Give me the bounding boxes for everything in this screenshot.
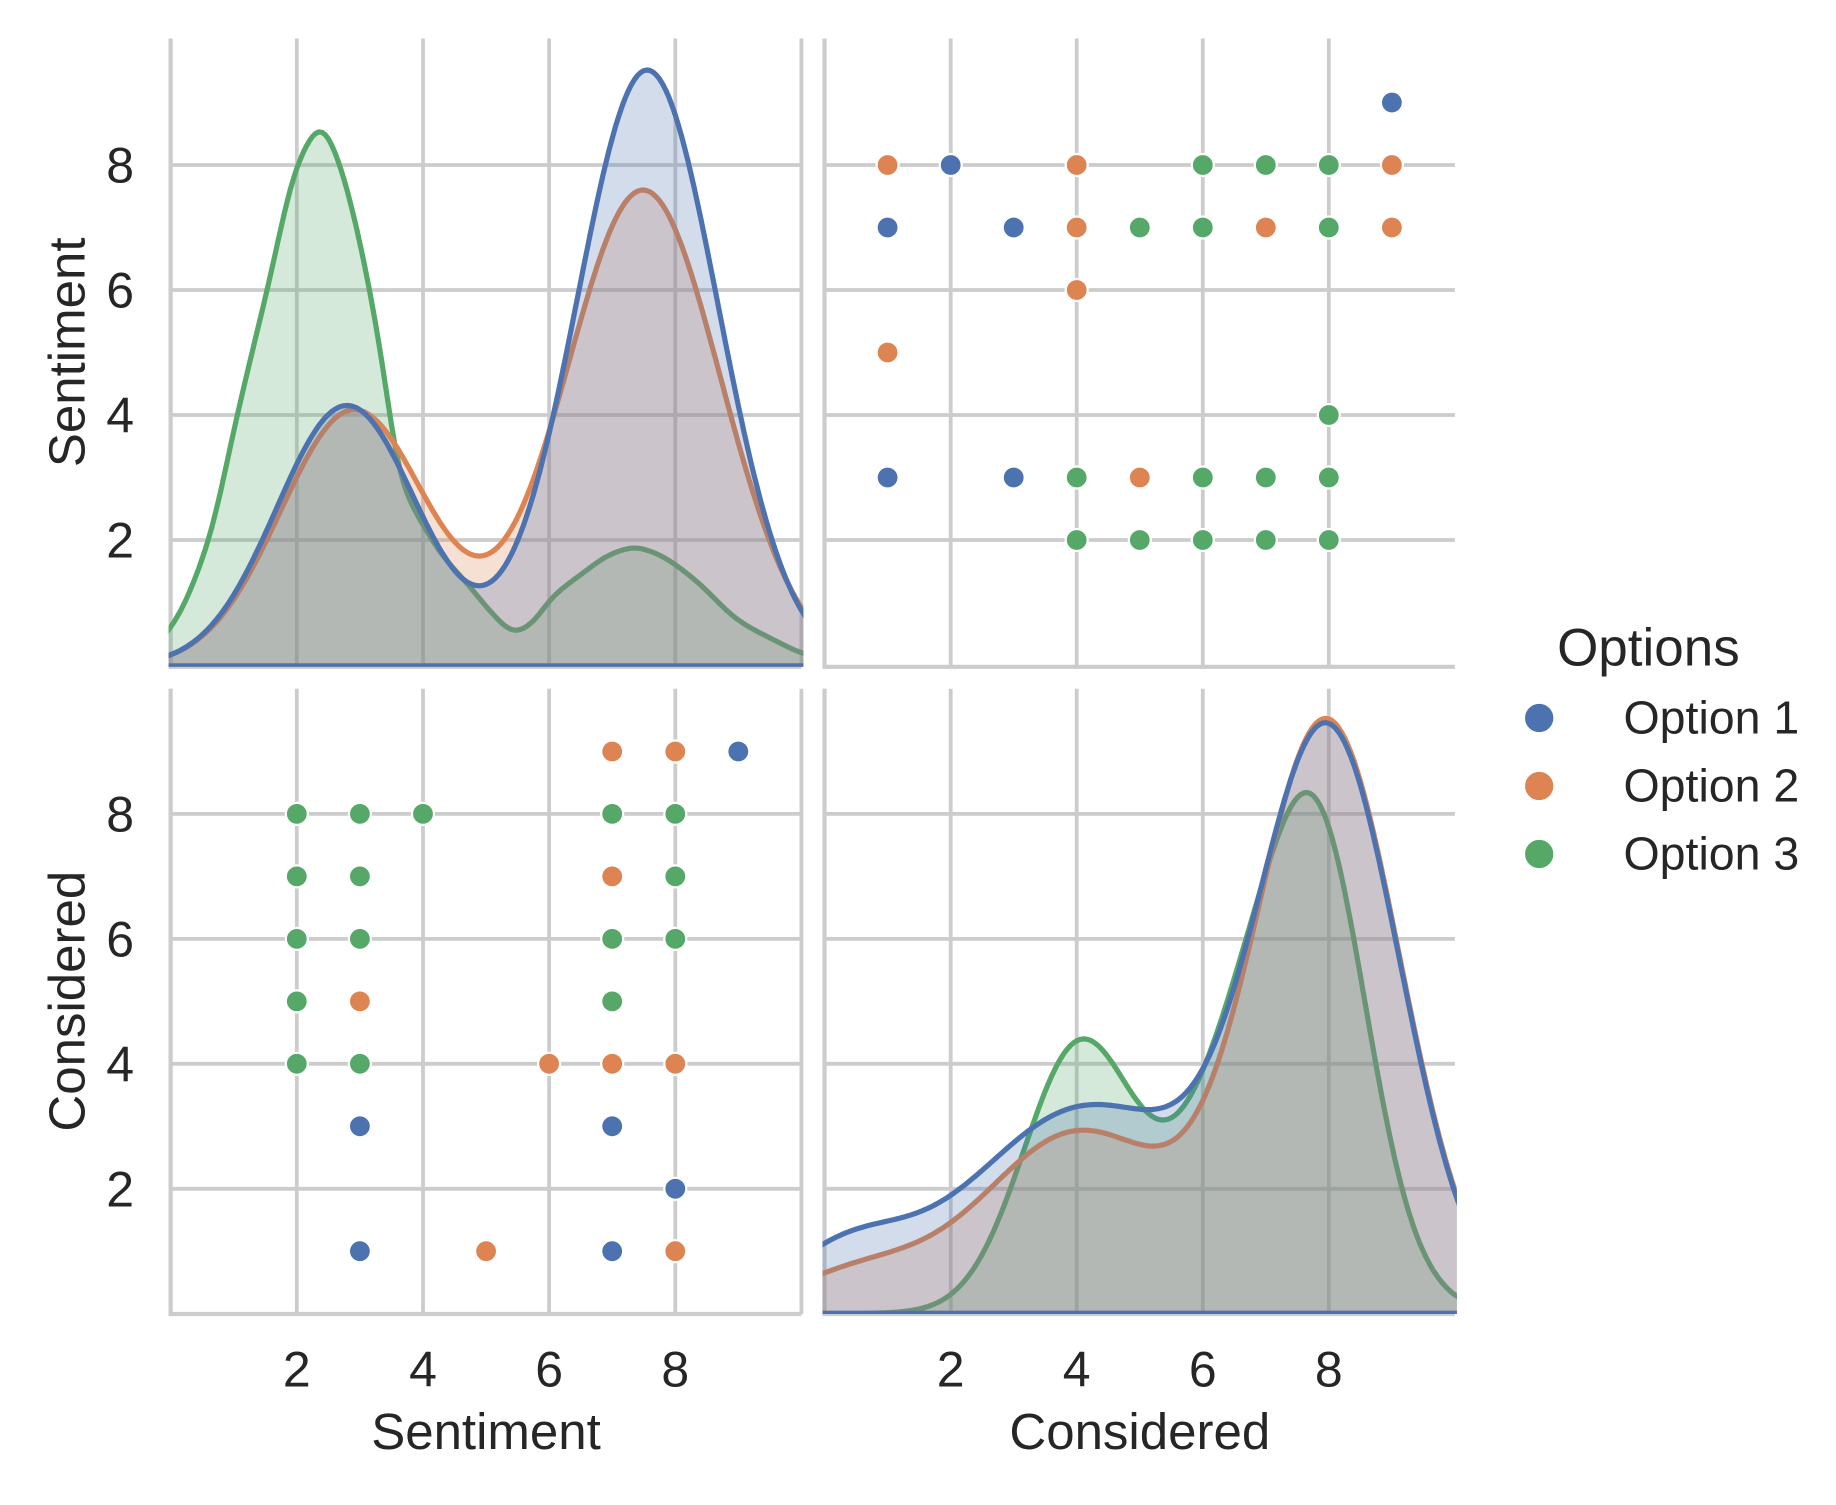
svg-text:2: 2	[106, 513, 134, 569]
svg-text:4: 4	[106, 1036, 134, 1092]
svg-text:6: 6	[1189, 1342, 1217, 1398]
svg-text:Considered: Considered	[1009, 1403, 1270, 1460]
svg-text:Option 3: Option 3	[1624, 828, 1800, 880]
svg-text:8: 8	[106, 786, 134, 842]
svg-text:4: 4	[1063, 1342, 1091, 1398]
svg-text:Considered: Considered	[39, 871, 96, 1132]
svg-text:Options: Options	[1557, 619, 1740, 678]
svg-text:6: 6	[535, 1342, 563, 1398]
svg-text:4: 4	[409, 1342, 437, 1398]
svg-text:6: 6	[106, 911, 134, 967]
svg-text:Sentiment: Sentiment	[371, 1403, 601, 1460]
svg-text:Option 1: Option 1	[1624, 692, 1800, 744]
svg-text:2: 2	[106, 1161, 134, 1217]
svg-text:Sentiment: Sentiment	[39, 237, 96, 467]
svg-text:8: 8	[106, 138, 134, 194]
svg-text:4: 4	[106, 388, 134, 444]
svg-text:6: 6	[106, 263, 134, 319]
svg-text:2: 2	[937, 1342, 965, 1398]
svg-text:2: 2	[283, 1342, 311, 1398]
svg-text:8: 8	[1315, 1342, 1343, 1398]
svg-text:8: 8	[661, 1342, 689, 1398]
svg-text:Option 2: Option 2	[1624, 760, 1800, 812]
